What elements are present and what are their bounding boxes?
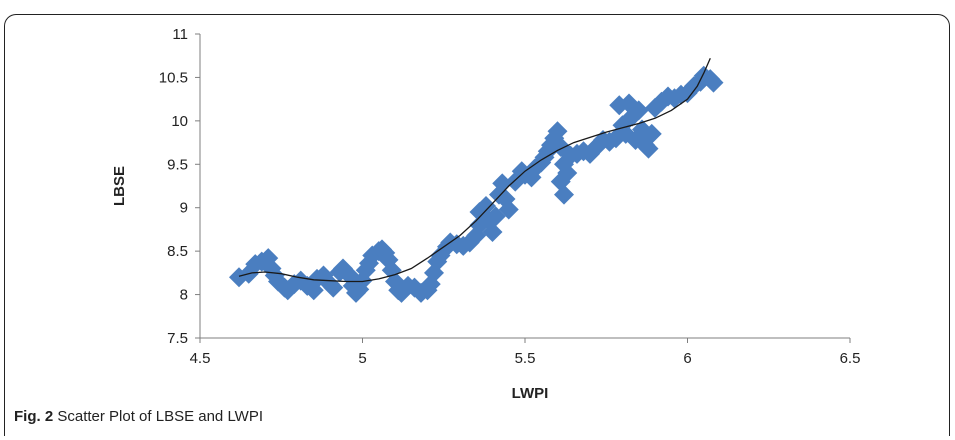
y-tick-label: 9 [180, 200, 188, 217]
y-tick-label: 8 [180, 287, 188, 304]
x-tick-label: 6.5 [840, 350, 861, 367]
y-tick-label: 8.5 [167, 243, 188, 260]
data-point [638, 138, 659, 159]
y-axis-title: LBSE [111, 166, 128, 206]
y-tick-label: 11 [172, 26, 188, 43]
figure-label: Fig. 2 [14, 408, 54, 425]
figure-frame [4, 14, 950, 436]
data-point [628, 100, 649, 121]
x-tick-label: 5 [358, 350, 366, 367]
axis-labels: 7.5 8 8.5 9 9.5 10 10.5 11 4.5 5 5.5 6 6.5 LWPI LBSE [111, 26, 860, 402]
y-tick-label: 9.5 [167, 156, 188, 173]
x-axis-title: LWPI [512, 385, 549, 402]
y-tick-label: 7.5 [167, 330, 188, 347]
figure-caption: Fig. 2 Scatter Plot of LBSE and LWPI [14, 408, 263, 425]
trend-line [238, 58, 711, 283]
data-point [554, 184, 574, 205]
x-tick-label: 5.5 [515, 350, 536, 367]
data-point [498, 199, 519, 220]
data-point [323, 277, 344, 298]
data-point [703, 72, 724, 93]
data-point [482, 222, 503, 243]
x-tick-label: 6 [683, 350, 691, 367]
data-points [229, 65, 724, 303]
data-point [476, 195, 496, 216]
y-tick-label: 10 [171, 113, 188, 130]
trend-line-layer [238, 58, 711, 283]
axes [195, 33, 851, 343]
data-point [641, 123, 662, 144]
data-point [547, 121, 568, 142]
x-tick-label: 4.5 [190, 350, 211, 367]
figure-caption-text: Scatter Plot of LBSE and LWPI [57, 408, 264, 425]
data-point [557, 162, 578, 183]
y-tick-label: 10.5 [159, 69, 188, 86]
